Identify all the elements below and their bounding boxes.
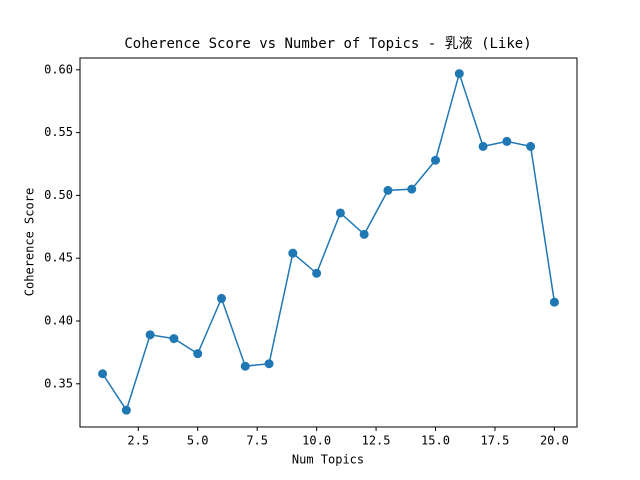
- marker: [502, 136, 512, 146]
- x-tick-label: 2.5: [127, 434, 149, 448]
- marker: [121, 405, 131, 415]
- plot-frame: [79, 57, 578, 428]
- marker: [454, 69, 464, 79]
- marker: [193, 349, 203, 359]
- marker: [216, 293, 226, 303]
- marker: [383, 185, 393, 195]
- marker: [431, 155, 441, 165]
- marker: [145, 330, 155, 340]
- y-tick-label: 0.40: [44, 313, 73, 327]
- marker: [526, 141, 536, 151]
- marker: [549, 297, 559, 307]
- marker: [335, 208, 345, 218]
- x-tick-label: 7.5: [246, 434, 268, 448]
- marker: [264, 359, 274, 369]
- marker: [288, 248, 298, 258]
- marker: [98, 369, 108, 379]
- y-tick-label: 0.50: [44, 188, 73, 202]
- line: [101, 70, 556, 412]
- marker: [478, 141, 488, 151]
- x-tick-label: 17.5: [481, 434, 510, 448]
- marker: [240, 361, 250, 371]
- x-tick-label: 5.0: [187, 434, 209, 448]
- marker: [312, 268, 322, 278]
- y-tick-label: 0.35: [44, 376, 73, 390]
- x-tick-label: 12.5: [362, 434, 391, 448]
- marker: [169, 334, 179, 344]
- x-axis-label: Num Topics: [292, 453, 364, 467]
- x-tick-label: 20.0: [540, 434, 569, 448]
- y-axis-label: Coherence Score: [23, 188, 37, 296]
- y-tick-label: 0.55: [44, 125, 73, 139]
- x-tick-label: 15.0: [421, 434, 450, 448]
- marker: [359, 229, 369, 239]
- marker: [407, 184, 417, 194]
- y-tick-label: 0.45: [44, 251, 73, 265]
- x-tick-label: 10.0: [302, 434, 331, 448]
- chart-title: Coherence Score vs Number of Topics - 乳液…: [124, 36, 531, 52]
- y-tick-label: 0.60: [44, 62, 73, 76]
